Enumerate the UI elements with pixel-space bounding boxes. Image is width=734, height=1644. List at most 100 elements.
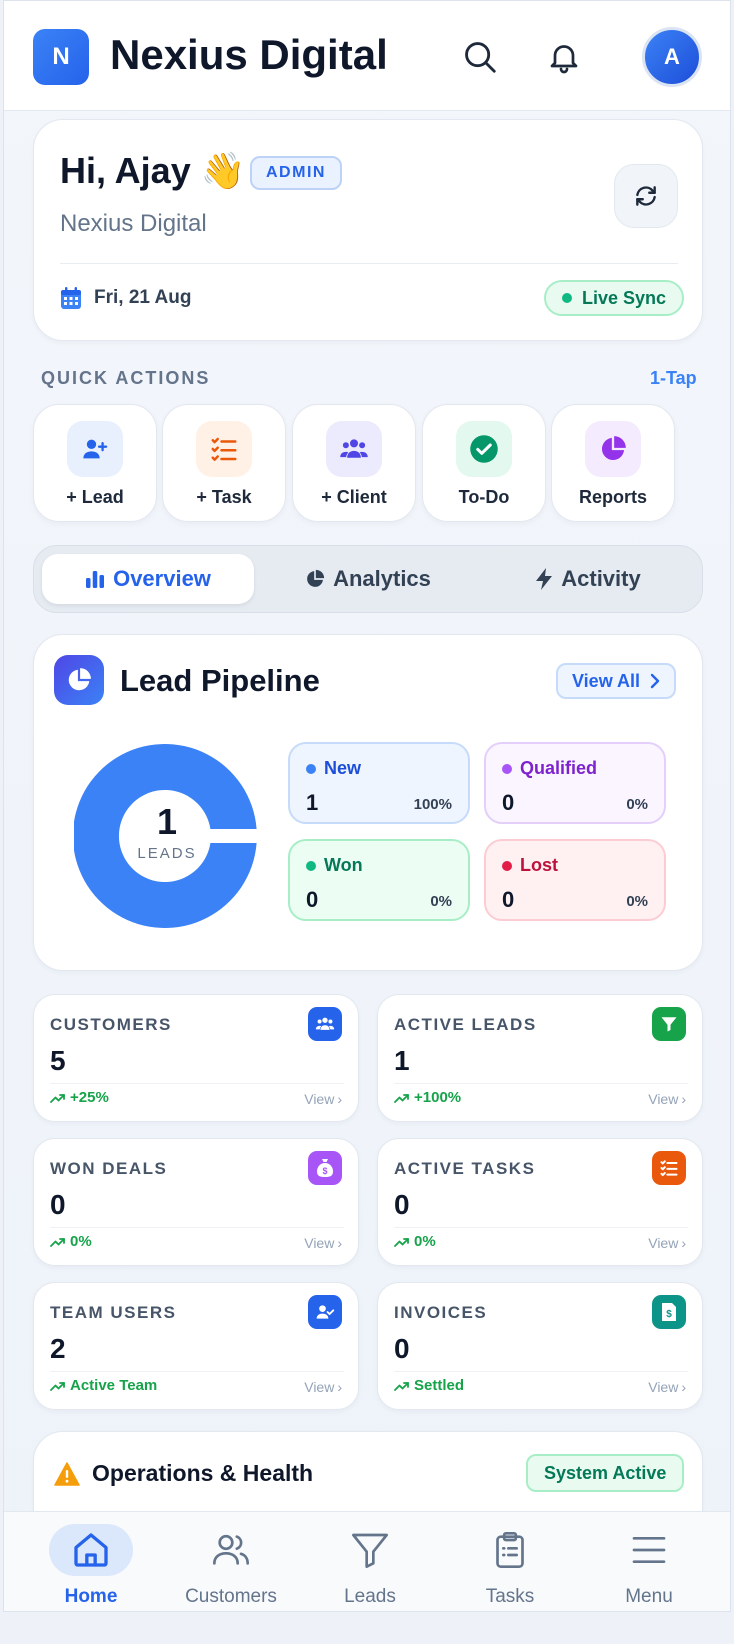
kpi-view-link[interactable]: View ›	[304, 1091, 342, 1107]
pipeline-title: Lead Pipeline	[120, 663, 320, 698]
stage-value: 0	[502, 887, 515, 912]
kpi-trend-value: 0%	[70, 1233, 92, 1250]
nav-leads[interactable]: Leads	[300, 1512, 440, 1611]
stage-value: 0	[306, 887, 319, 912]
filter-icon	[328, 1524, 412, 1576]
tab-analytics[interactable]: Analytics	[262, 554, 474, 604]
add-user-icon	[67, 421, 123, 477]
kpi-trend: +100%	[394, 1089, 461, 1106]
pie-chart-icon	[585, 421, 641, 477]
trend-up-icon	[394, 1237, 409, 1247]
divider	[394, 1371, 688, 1372]
divider	[50, 1227, 344, 1228]
chevron-right-icon: ›	[337, 1091, 342, 1107]
app-logo[interactable]: N	[33, 29, 89, 85]
quick-action-label: + Lead	[66, 487, 124, 507]
home-icon	[49, 1524, 133, 1576]
system-status-badge: System Active	[526, 1454, 685, 1492]
stage-chip-won[interactable]: Won 0 0%	[288, 839, 470, 921]
pie-chart-icon	[54, 655, 104, 705]
quick-action-add-task[interactable]: + Task	[162, 404, 286, 522]
search-icon[interactable]	[458, 35, 502, 79]
live-sync-badge: Live Sync	[544, 280, 685, 316]
kpi-value: 0	[50, 1189, 66, 1220]
quick-action-reports[interactable]: Reports	[551, 404, 675, 522]
nav-menu[interactable]: Menu	[579, 1512, 719, 1611]
nav-label: Leads	[344, 1586, 396, 1607]
warning-icon	[54, 1461, 80, 1486]
logo-letter: N	[52, 43, 70, 70]
refresh-button[interactable]	[614, 164, 678, 228]
kpi-card-won-deals[interactable]: WON DEALS $ 0 0% View ›	[33, 1138, 359, 1266]
refresh-icon	[636, 186, 656, 206]
quick-action-label: To-Do	[458, 487, 510, 507]
kpi-view-link[interactable]: View ›	[304, 1235, 342, 1251]
donut-total: 1	[156, 801, 178, 842]
bell-icon[interactable]	[542, 35, 586, 79]
stage-dot	[306, 860, 316, 871]
chevron-right-icon: ›	[681, 1091, 686, 1107]
trend-up-icon	[50, 1237, 65, 1247]
kpi-trend: Active Team	[50, 1377, 157, 1394]
kpi-card-invoices[interactable]: INVOICES $ 0 Settled View ›	[377, 1282, 703, 1410]
kpi-label: ACTIVE TASKS	[394, 1159, 536, 1178]
quick-action-todo[interactable]: To-Do	[422, 404, 546, 522]
nav-home[interactable]: Home	[21, 1512, 161, 1611]
user-avatar[interactable]: A	[642, 27, 702, 87]
stage-chip-new[interactable]: New 1 100%	[288, 742, 470, 824]
operations-title-text: Operations & Health	[92, 1460, 314, 1486]
stage-chip-lost[interactable]: Lost 0 0%	[484, 839, 666, 921]
kpi-card-active-tasks[interactable]: ACTIVE TASKS 0 0% View ›	[377, 1138, 703, 1266]
kpi-view-link[interactable]: View ›	[648, 1091, 686, 1107]
filter-icon	[652, 1007, 686, 1041]
kpi-trend: 0%	[50, 1233, 92, 1250]
greeting-title: Hi, Ajay 👋	[60, 150, 246, 191]
tab-label: Analytics	[333, 566, 431, 591]
stage-name: New	[306, 758, 361, 779]
stage-chip-qualified[interactable]: Qualified 0 0%	[484, 742, 666, 824]
chevron-right-icon: ›	[681, 1379, 686, 1395]
kpi-view-link[interactable]: View ›	[304, 1379, 342, 1395]
tab-activity[interactable]: Activity	[482, 554, 694, 604]
money-bag-icon: $	[308, 1151, 342, 1185]
stage-dot	[306, 763, 316, 774]
view-all-button[interactable]: View All	[556, 663, 677, 699]
view-all-label: View All	[572, 670, 641, 691]
quick-action-label: Reports	[578, 487, 647, 507]
kpi-label: INVOICES	[394, 1303, 488, 1322]
svg-text:$: $	[322, 1166, 327, 1176]
view-label: View	[648, 1091, 679, 1107]
trend-up-icon	[50, 1093, 65, 1103]
chevron-right-icon: ›	[337, 1235, 342, 1251]
divider	[50, 1371, 344, 1372]
view-tabs: Overview Analytics Activity	[33, 545, 703, 613]
trend-up-icon	[394, 1093, 409, 1103]
kpi-card-team-users[interactable]: TEAM USERS 2 Active Team View ›	[33, 1282, 359, 1410]
nav-customers[interactable]: Customers	[161, 1512, 301, 1611]
pipeline-donut-chart	[74, 744, 257, 928]
quick-action-add-lead[interactable]: + Lead	[33, 404, 157, 522]
kpi-card-active-leads[interactable]: ACTIVE LEADS 1 +100% View ›	[377, 994, 703, 1122]
clipboard-icon	[468, 1524, 552, 1576]
kpi-view-link[interactable]: View ›	[648, 1379, 686, 1395]
users-icon	[189, 1524, 273, 1576]
quick-action-label: + Client	[321, 487, 387, 507]
kpi-trend-value: Active Team	[70, 1377, 158, 1394]
role-badge: ADMIN	[250, 156, 342, 190]
kpi-card-customers[interactable]: CUSTOMERS 5 +25% View ›	[33, 994, 359, 1122]
quick-actions-heading: QUICK ACTIONS	[41, 368, 211, 388]
kpi-view-link[interactable]: View ›	[648, 1235, 686, 1251]
nav-label: Customers	[185, 1586, 277, 1607]
task-list-icon	[652, 1151, 686, 1185]
stage-percent: 0%	[626, 893, 648, 910]
kpi-trend-value: +25%	[70, 1089, 109, 1106]
kpi-trend: +25%	[50, 1089, 109, 1106]
stage-dot	[502, 763, 512, 774]
divider	[394, 1227, 688, 1228]
stage-label: Qualified	[520, 758, 598, 778]
kpi-trend-value: +100%	[414, 1089, 462, 1106]
quick-action-add-client[interactable]: + Client	[292, 404, 416, 522]
tab-overview[interactable]: Overview	[42, 554, 254, 604]
kpi-label: ACTIVE LEADS	[394, 1015, 537, 1034]
nav-tasks[interactable]: Tasks	[440, 1512, 580, 1611]
